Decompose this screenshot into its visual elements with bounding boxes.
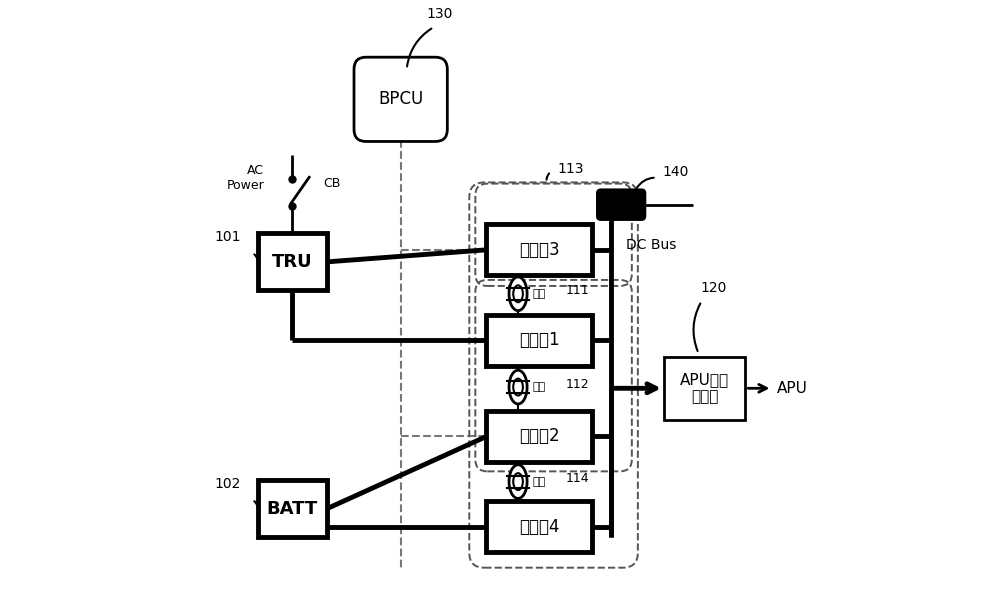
Text: 互锁: 互锁 (533, 382, 546, 392)
Text: 113: 113 (557, 161, 584, 176)
Text: APU: APU (777, 381, 808, 396)
Text: APU起动
控制器: APU起动 控制器 (680, 372, 729, 405)
Text: AC
Power: AC Power (226, 164, 264, 191)
FancyBboxPatch shape (354, 57, 447, 141)
Ellipse shape (513, 285, 523, 302)
FancyBboxPatch shape (486, 224, 592, 276)
Ellipse shape (513, 473, 523, 490)
Text: 140: 140 (663, 164, 689, 179)
Text: CB: CB (324, 177, 341, 190)
FancyBboxPatch shape (258, 480, 327, 537)
Text: 130: 130 (427, 7, 453, 21)
Text: 接触器2: 接触器2 (519, 427, 559, 445)
Text: 互锁: 互锁 (533, 477, 546, 486)
FancyBboxPatch shape (486, 314, 592, 365)
Text: TRU: TRU (272, 253, 313, 271)
Ellipse shape (509, 277, 527, 311)
Ellipse shape (513, 379, 523, 396)
Ellipse shape (509, 370, 527, 404)
FancyBboxPatch shape (258, 234, 327, 291)
FancyBboxPatch shape (664, 356, 745, 420)
Text: BPCU: BPCU (378, 90, 423, 108)
Text: 120: 120 (701, 281, 727, 295)
Text: 114: 114 (566, 472, 589, 485)
FancyBboxPatch shape (596, 188, 646, 221)
Text: 接触器4: 接触器4 (519, 518, 559, 536)
Ellipse shape (509, 465, 527, 498)
Text: 接触器3: 接触器3 (519, 241, 559, 259)
Text: BATT: BATT (267, 500, 318, 518)
Text: DC Bus: DC Bus (626, 238, 677, 252)
FancyBboxPatch shape (486, 411, 592, 462)
Text: 互锁: 互锁 (533, 289, 546, 299)
Text: 接触器1: 接触器1 (519, 331, 559, 349)
FancyBboxPatch shape (486, 501, 592, 553)
Text: 112: 112 (566, 377, 589, 391)
Text: 101: 101 (215, 230, 241, 244)
Text: 111: 111 (566, 284, 589, 297)
Text: 102: 102 (215, 477, 241, 491)
